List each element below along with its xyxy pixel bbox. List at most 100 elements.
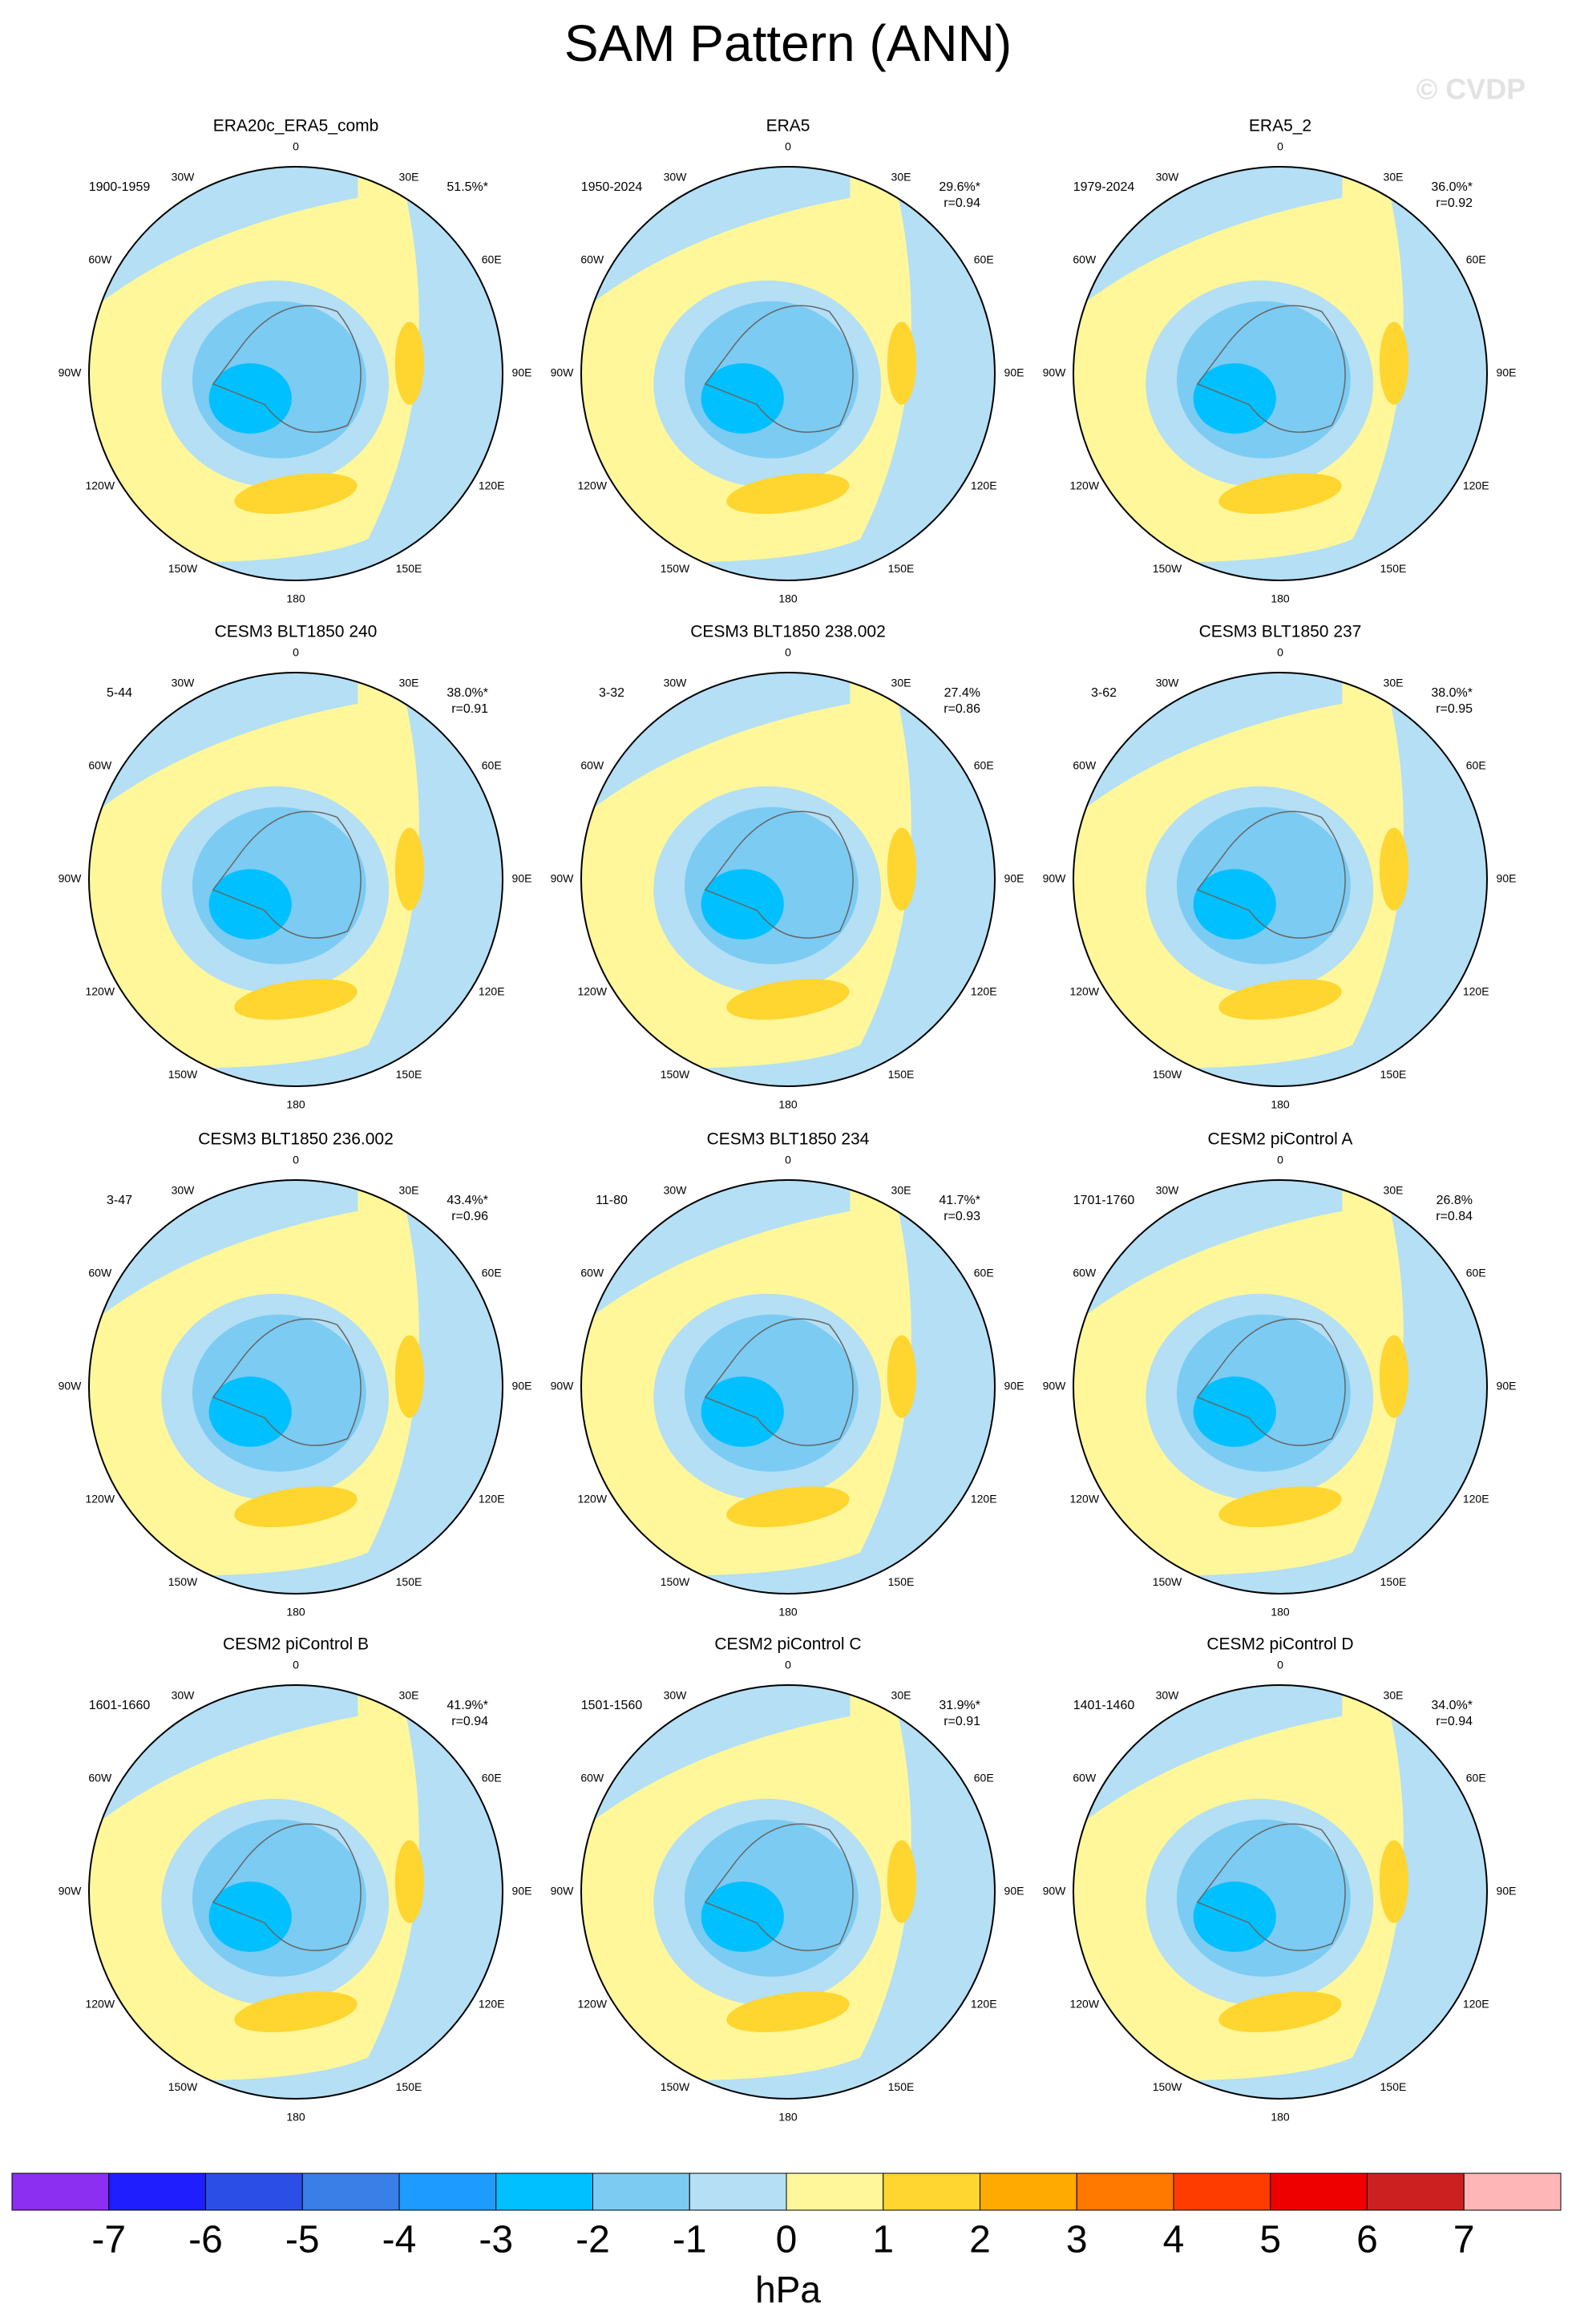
coastline <box>1196 1318 1346 1446</box>
longitude-label: 0 <box>293 1659 299 1671</box>
coastline <box>1196 810 1346 939</box>
longitude-label: 60W <box>580 253 604 266</box>
variance-label: 38.0%* <box>1431 686 1473 700</box>
longitude-label: 180 <box>778 592 798 605</box>
longitude-label: 90W <box>551 1885 575 1898</box>
colorbar-box <box>1173 2172 1271 2211</box>
longitude-label: 60W <box>88 1772 112 1784</box>
panel-title: CESM3 BLT1850 240 <box>215 623 378 641</box>
variance-label: 29.6%* <box>939 180 980 194</box>
contour-band <box>1379 321 1408 405</box>
map <box>89 1685 503 2099</box>
colorbar-box <box>1463 2172 1562 2211</box>
period-label: 1601-1660 <box>89 1699 151 1712</box>
coastline <box>1196 1823 1346 1951</box>
colorbar-box <box>883 2172 980 2211</box>
longitude-label: 90E <box>512 366 532 379</box>
longitude-label: 90W <box>1043 1885 1067 1898</box>
panel-title: CESM3 BLT1850 237 <box>1199 623 1362 641</box>
variance-label: 36.0%* <box>1431 180 1473 194</box>
longitude-label: 0 <box>1277 646 1283 659</box>
longitude-label: 60W <box>1073 1267 1097 1279</box>
coastline <box>704 305 854 433</box>
contour-band <box>394 1335 424 1418</box>
watermark: © CVDP <box>1416 73 1526 106</box>
longitude-label: 150W <box>661 1575 690 1588</box>
colorbar-label: hPa <box>755 2269 821 2310</box>
longitude-label: 90E <box>1004 1885 1024 1898</box>
longitude-label: 0 <box>785 1659 791 1671</box>
longitude-label: 60E <box>482 253 502 266</box>
contour-band <box>1073 167 1487 580</box>
longitude-label: 120E <box>479 1493 505 1506</box>
longitude-label: 60E <box>1466 253 1486 266</box>
longitude-label: 0 <box>785 1154 791 1166</box>
longitude-label: 90W <box>1043 1380 1067 1392</box>
coastline <box>212 1318 362 1446</box>
longitude-label: 90E <box>1004 366 1024 379</box>
longitude-label: 90W <box>551 872 575 885</box>
longitude-label: 120E <box>1463 479 1489 492</box>
longitude-label: 90E <box>1004 872 1024 885</box>
correlation-label: r=0.96 <box>451 1210 488 1223</box>
longitude-label: 30W <box>1156 170 1180 183</box>
longitude-label: 0 <box>293 140 299 153</box>
longitude-label: 120W <box>85 985 115 998</box>
longitude-label: 30W <box>172 1183 196 1196</box>
colorbar-tick-label: 5 <box>1259 2219 1281 2261</box>
contour-band <box>234 979 358 1021</box>
contour-band <box>726 979 850 1021</box>
correlation-label: r=0.94 <box>944 196 980 210</box>
contour-band <box>234 1991 358 2033</box>
contour-band <box>581 1180 995 1594</box>
longitude-label: 30E <box>891 1183 911 1196</box>
longitude-label: 120E <box>1463 1998 1489 2011</box>
map <box>581 673 995 1086</box>
variance-label: 27.4% <box>944 686 980 700</box>
longitude-label: 120W <box>577 479 607 492</box>
longitude-label: 30W <box>172 170 196 183</box>
contour-band <box>394 321 424 405</box>
longitude-label: 90E <box>1004 1380 1024 1392</box>
correlation-label: r=0.92 <box>1436 196 1473 210</box>
longitude-label: 30W <box>664 170 688 183</box>
colorbar-tick-label: -1 <box>673 2219 707 2261</box>
colorbar-box <box>689 2172 787 2211</box>
map-border <box>88 1684 503 2100</box>
longitude-label: 60E <box>1466 759 1486 772</box>
contour-band <box>394 1840 424 1923</box>
longitude-label: 120W <box>1069 985 1099 998</box>
contour-band <box>1218 979 1342 1021</box>
longitude-label: 150W <box>1153 1068 1182 1081</box>
colorbar-box <box>1076 2172 1174 2211</box>
longitude-label: 60W <box>1073 759 1097 772</box>
colorbar-box <box>398 2172 497 2211</box>
colorbar-box <box>786 2172 884 2211</box>
map <box>581 1180 995 1594</box>
map <box>89 167 503 580</box>
longitude-label: 30E <box>399 170 419 183</box>
colorbar-tick-label: 2 <box>969 2219 991 2261</box>
period-label: 3-32 <box>599 686 624 700</box>
longitude-label: 30W <box>664 1688 688 1701</box>
contour-band <box>1379 1840 1408 1923</box>
longitude-label: 30E <box>1384 676 1404 689</box>
longitude-label: 60E <box>974 1267 994 1279</box>
coastline <box>212 1823 362 1951</box>
map-border <box>1073 1684 1488 2100</box>
contour-band <box>234 1486 358 1528</box>
longitude-label: 150E <box>396 2080 422 2093</box>
longitude-label: 180 <box>778 1606 798 1619</box>
longitude-label: 90W <box>1043 366 1067 379</box>
longitude-label: 150W <box>168 1068 198 1081</box>
panel-title: CESM2 piControl D <box>1206 1635 1353 1654</box>
correlation-label: r=0.84 <box>1436 1210 1473 1223</box>
longitude-label: 150W <box>1153 2080 1182 2093</box>
panel-title: CESM2 piControl A <box>1208 1130 1353 1149</box>
correlation-label: r=0.94 <box>1436 1715 1473 1728</box>
longitude-label: 150E <box>888 562 915 575</box>
contour-band <box>726 1486 850 1528</box>
longitude-label: 120W <box>577 985 607 998</box>
contour-band <box>1379 1335 1408 1418</box>
panel-title: CESM3 BLT1850 238.002 <box>690 623 886 641</box>
